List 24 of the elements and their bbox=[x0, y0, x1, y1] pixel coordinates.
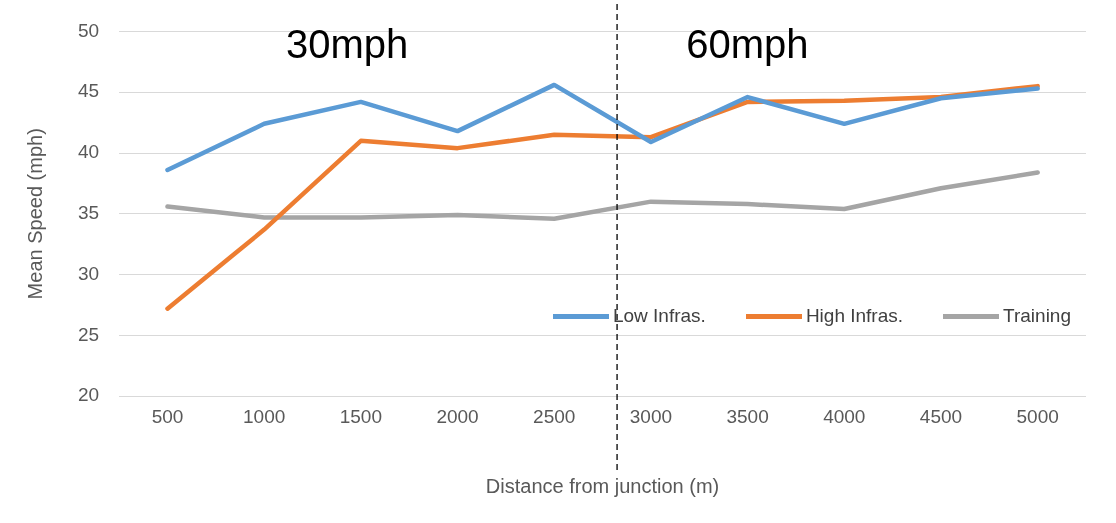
x-tick-label: 2000 bbox=[436, 405, 479, 427]
x-tick-label: 5000 bbox=[1016, 405, 1059, 427]
x-tick-label: 2500 bbox=[533, 405, 576, 427]
y-tick-label: 35 bbox=[77, 202, 100, 224]
y-tick-label: 45 bbox=[77, 80, 100, 102]
y-tick-label: 20 bbox=[77, 384, 100, 406]
legend-label: Low Infras. bbox=[612, 305, 706, 327]
annotation: 30mph bbox=[285, 22, 409, 67]
y-tick-label: 25 bbox=[77, 323, 100, 345]
x-axis-title: Distance from junction (m) bbox=[485, 474, 720, 497]
y-axis-title: Mean Speed (mph) bbox=[23, 128, 46, 300]
x-tick-label: 4500 bbox=[919, 405, 963, 427]
legend-label: Training bbox=[1003, 305, 1071, 327]
x-tick-label: 3000 bbox=[629, 405, 673, 427]
legend-label: High Infras. bbox=[805, 305, 904, 327]
annotation: 60mph bbox=[686, 22, 809, 67]
x-tick-label: 1000 bbox=[243, 405, 286, 427]
y-tick-label: 30 bbox=[77, 262, 100, 284]
y-tick-label: 40 bbox=[77, 141, 100, 163]
x-tick-label: 4000 bbox=[823, 405, 866, 427]
x-tick-label: 3500 bbox=[726, 405, 769, 427]
y-tick-label: 50 bbox=[77, 19, 100, 41]
x-tick-label: 1500 bbox=[339, 405, 382, 427]
x-tick-label: 500 bbox=[151, 405, 184, 427]
